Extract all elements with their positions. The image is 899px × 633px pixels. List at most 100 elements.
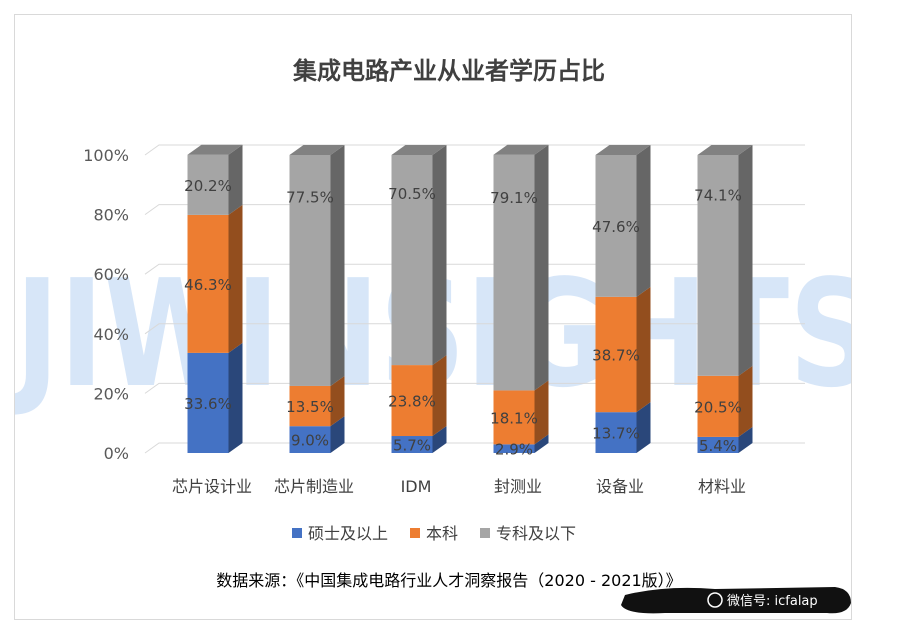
category-label: IDM <box>401 477 432 496</box>
bar-segment <box>289 416 345 453</box>
bar-side <box>330 375 345 427</box>
bar-segment <box>289 375 345 427</box>
bar-side <box>636 402 651 453</box>
bar-front <box>595 155 637 297</box>
bar-side <box>228 144 243 215</box>
data-label: 5.7% <box>393 437 431 455</box>
gridline <box>144 442 805 454</box>
legend-item: 本科 <box>410 524 458 543</box>
category-label: 封测业 <box>494 477 542 496</box>
source-note: 数据来源：《中国集成电路行业人才洞察报告（2020 - 2021版）》 <box>216 571 681 590</box>
bar-front <box>187 154 229 215</box>
bar-side <box>330 416 345 453</box>
bar-top <box>391 145 447 155</box>
y-tick-label: 40% <box>93 325 129 344</box>
legend-label: 本科 <box>426 524 458 543</box>
data-label: 2.9% <box>495 441 533 459</box>
bar-front <box>697 375 739 437</box>
legend-label: 专科及以下 <box>496 524 576 543</box>
bar-segment <box>697 426 753 453</box>
bar-side <box>228 204 243 353</box>
bar-front <box>493 154 535 391</box>
bar-front <box>697 155 739 376</box>
bar-segment <box>493 144 549 391</box>
category-label: 芯片制造业 <box>274 477 354 496</box>
data-label: 20.5% <box>694 398 742 416</box>
data-label: 13.7% <box>592 425 640 443</box>
bar-segment <box>391 145 447 366</box>
category-label: 设备业 <box>596 477 644 496</box>
bar-top <box>493 144 549 155</box>
bar-front <box>493 444 535 453</box>
y-tick-label: 100% <box>83 146 129 165</box>
bar-segment <box>595 402 651 453</box>
ink-smear <box>621 587 851 614</box>
bar-segment <box>187 342 243 453</box>
bar-front <box>289 426 331 453</box>
bar-side <box>330 145 345 386</box>
bar-top <box>187 144 243 155</box>
bar-side <box>738 365 753 437</box>
wechat-label: 微信号: icfalap <box>727 594 818 609</box>
bar-side <box>432 145 447 366</box>
wechat-icon <box>707 592 723 608</box>
legend-swatch <box>410 528 420 538</box>
bar-front <box>187 352 229 453</box>
gridline <box>144 382 805 394</box>
legend-label: 硕士及以上 <box>308 524 388 543</box>
bar-side <box>636 286 651 413</box>
category-label: 芯片设计业 <box>172 477 252 496</box>
data-label: 46.3% <box>184 276 232 294</box>
bar-segment <box>697 365 753 437</box>
bar-side <box>534 434 549 453</box>
bar-segment <box>595 286 651 413</box>
y-tick-label: 20% <box>93 384 129 403</box>
bar-side <box>636 145 651 297</box>
gridline <box>144 204 805 216</box>
bar-segment <box>289 145 345 386</box>
data-label: 38.7% <box>592 347 640 365</box>
bar-top <box>595 145 651 155</box>
stacked-bar-chart: JIWINSIGHTS 集成电路产业从业者学历占比 0%20%40%60%80%… <box>15 57 851 614</box>
chart-title: 集成电路产业从业者学历占比 <box>292 57 605 85</box>
y-tick-label: 60% <box>93 265 129 284</box>
data-label: 9.0% <box>291 432 329 450</box>
data-label: 47.6% <box>592 218 640 236</box>
bar-side <box>738 426 753 453</box>
data-label: 79.1% <box>490 189 538 207</box>
bar-side <box>432 355 447 437</box>
bar-front <box>391 155 433 366</box>
data-label: 20.2% <box>184 177 232 195</box>
data-label: 13.5% <box>286 398 334 416</box>
y-tick-label: 80% <box>93 206 129 225</box>
bar-side <box>534 380 549 445</box>
bar-front <box>697 436 739 453</box>
data-label: 5.4% <box>699 437 737 455</box>
bar-segment <box>187 204 243 353</box>
bar-segment <box>391 426 447 453</box>
legend-item: 硕士及以上 <box>292 524 388 543</box>
bar-front <box>289 155 331 386</box>
legend-swatch <box>480 528 490 538</box>
bar-segment <box>595 145 651 297</box>
gridline <box>144 323 805 335</box>
bar-top <box>289 145 345 155</box>
bar-front <box>187 214 229 353</box>
bar-segment <box>493 380 549 445</box>
gridline <box>144 263 805 275</box>
data-label: 23.8% <box>388 393 436 411</box>
data-label: 74.1% <box>694 187 742 205</box>
gridline <box>144 144 805 156</box>
bar-segment <box>493 434 549 453</box>
data-label: 33.6% <box>184 395 232 413</box>
category-label: 材料业 <box>698 477 746 496</box>
chart-frame: JIWINSIGHTS 集成电路产业从业者学历占比 0%20%40%60%80%… <box>14 14 852 620</box>
bar-segment <box>187 144 243 215</box>
bar-front <box>289 385 331 427</box>
bar-front <box>493 390 535 445</box>
bar-segment <box>697 145 753 376</box>
bar-segment <box>391 355 447 437</box>
bar-front <box>595 296 637 413</box>
bar-side <box>738 145 753 376</box>
legend-swatch <box>292 528 302 538</box>
